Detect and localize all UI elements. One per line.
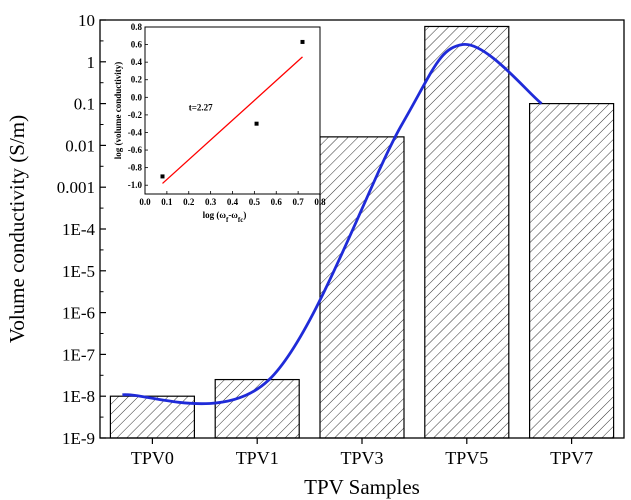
inset-y-tick-label: -0.4 <box>128 127 143 137</box>
inset-y-tick-label: -0.6 <box>128 145 143 155</box>
inset-x-tick-label: 0.0 <box>139 197 151 207</box>
y-tick-label: 1E-6 <box>62 304 95 323</box>
x-tick-label: TPV1 <box>236 448 279 468</box>
inset-y-tick-label: -0.8 <box>128 163 143 173</box>
inset-points <box>160 39 305 179</box>
inset-data-point <box>254 121 259 126</box>
x-tick-label: TPV5 <box>445 448 488 468</box>
inset-y-tick-label: 0.8 <box>131 22 143 32</box>
inset-data-point <box>300 39 305 44</box>
inset-background <box>144 26 321 195</box>
inset-y-tick-label: -1.0 <box>128 180 143 190</box>
y-tick-label: 1 <box>87 53 96 72</box>
y-tick-label: 0.01 <box>65 136 95 155</box>
inset-x-tick-label: 0.7 <box>293 197 305 207</box>
y-tick-label: 1E-7 <box>62 345 96 364</box>
inset-x-tick-label: 0.1 <box>161 197 173 207</box>
bars-layer <box>109 25 615 439</box>
inset-x-tick-label: 0.3 <box>205 197 217 207</box>
y-tick-label: 0.001 <box>57 178 95 197</box>
x-tick-label: TPV7 <box>550 448 593 468</box>
inset-x-ticks: 0.0 0.1 0.2 0.3 0.4 0.5 0.6 0.7 0.8 <box>139 191 326 207</box>
x-tick-label: TPV0 <box>131 448 174 468</box>
y-tick-label: 0.1 <box>74 95 95 114</box>
x-tick-label: TPV3 <box>340 448 383 468</box>
y-axis-ticks: 1E-9 1E-8 1E-7 1E-6 1E-5 1E-4 0.001 0.01 0.1 1 10 <box>57 11 106 448</box>
trend-line <box>122 43 543 406</box>
inset-y-ticks: -1.0 -0.8 -0.6 -0.4 -0.2 0.0 0.2 0.4 0.6 0.8 <box>128 22 148 190</box>
inset-data-point <box>160 174 165 179</box>
inset-x-tick-label: 0.5 <box>249 197 261 207</box>
inset-y-tick-label: 0.6 <box>131 40 143 50</box>
y-tick-label: 1E-4 <box>62 220 96 239</box>
inset-x-tick-label: 0.6 <box>271 197 283 207</box>
bar-tpv5 <box>424 25 510 439</box>
inset-x-tick-label: 0.8 <box>314 197 326 207</box>
inset-fit-layer <box>162 56 303 184</box>
x-axis-ticks: TPV0 TPV1 TPV3 TPV5 TPV7 <box>131 438 593 468</box>
inset-x-tick-label: 0.4 <box>227 197 239 207</box>
inset-y-tick-label: -0.2 <box>128 110 143 120</box>
inset-y-tick-label: 0.4 <box>131 57 143 67</box>
inset-x-axis-title: log (ωf-ωfc) <box>203 210 247 224</box>
inset-y-tick-label: 0.0 <box>131 92 143 102</box>
y-tick-label: 10 <box>78 11 95 30</box>
y-tick-label: 1E-5 <box>62 262 95 281</box>
inset-annotation: t=2.27 <box>189 103 213 113</box>
inset-chart: -1.0-0.8-0.6-0.4-0.20.00.20.40.60.8 0.0 0… <box>113 22 326 224</box>
x-axis-title: TPV Samples <box>304 475 420 499</box>
y-tick-label: 1E-8 <box>62 387 95 406</box>
trend-layer <box>122 43 543 406</box>
inset-x-tick-label: 0.2 <box>183 197 195 207</box>
bar-tpv7 <box>528 102 615 439</box>
bar-tpv3 <box>319 136 405 439</box>
y-tick-label: 1E-9 <box>62 429 95 448</box>
inset-fit-line <box>162 56 303 184</box>
y-axis-title: Volume conductivity (S/m) <box>5 115 29 343</box>
inset-y-axis-title: log (volume conductivity) <box>113 62 123 160</box>
inset-y-tick-label: 0.2 <box>131 75 143 85</box>
